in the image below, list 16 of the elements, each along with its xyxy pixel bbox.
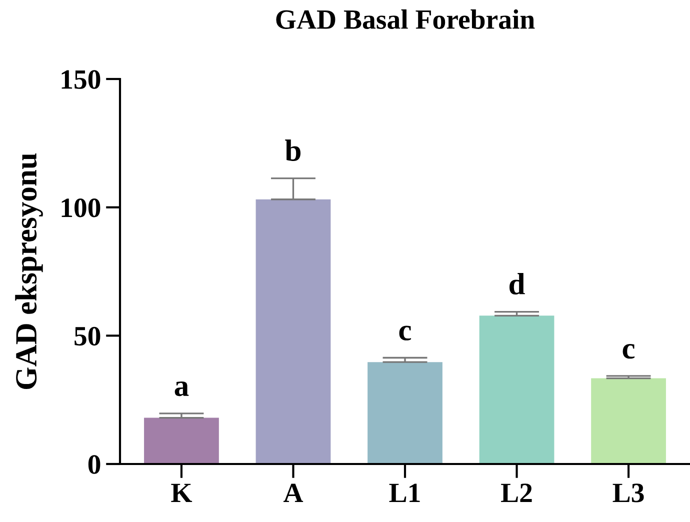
annotation: b: [285, 140, 300, 162]
x-tick-label: L3: [612, 484, 644, 502]
x-tick-label: L2: [501, 484, 532, 502]
annotation: a: [174, 381, 189, 396]
x-tick-label: K: [171, 484, 192, 502]
x-tick-label: A: [283, 484, 304, 502]
y-tick-label: 100: [62, 198, 100, 218]
annotation: c: [399, 326, 412, 340]
annotation: c: [622, 344, 635, 359]
y-tick-label: 50: [74, 326, 100, 346]
y-axis-title: GAD ekspresyonu: [15, 153, 43, 390]
y-tick-label: 150: [62, 70, 100, 89]
annotation: d: [510, 272, 525, 294]
x-tick-label: L1: [389, 484, 420, 502]
y-tick-label: 0: [88, 455, 100, 474]
chart-title: GAD Basal Forebrain: [276, 9, 535, 29]
